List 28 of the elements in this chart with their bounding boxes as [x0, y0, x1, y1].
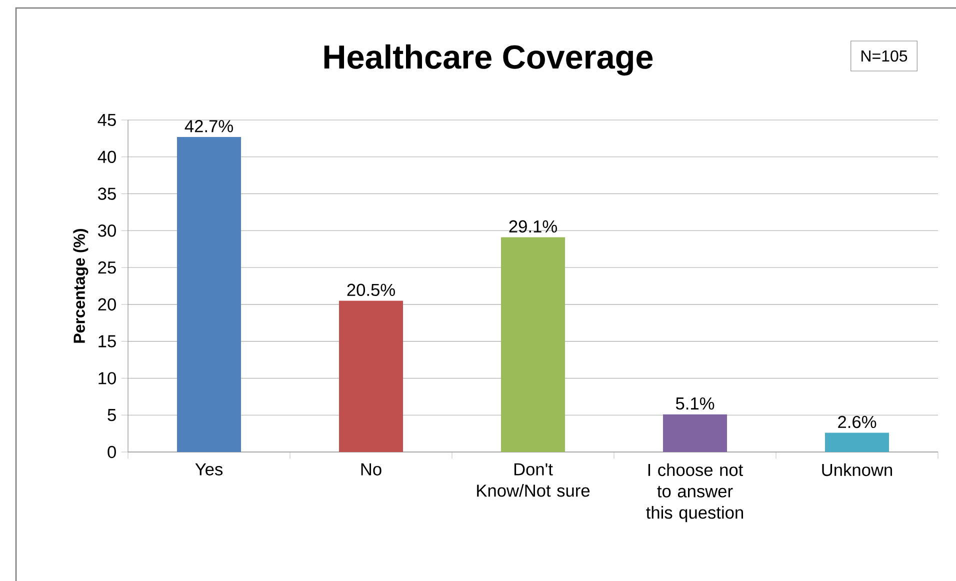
text: N=105	[862, 50, 908, 62]
y-axis-title: Percentage (%)	[73, 229, 88, 343]
y-tick-label: 5	[108, 409, 116, 422]
y-tick-label: 10	[98, 372, 116, 384]
y-tick-label: 0	[108, 446, 116, 458]
bar	[825, 432, 889, 452]
bar	[177, 136, 242, 452]
chart-title: Healthcare Coverage	[324, 44, 653, 76]
y-tick-label: 40	[98, 150, 116, 164]
x-tick-label: Don't Know/Not sure	[477, 463, 590, 497]
x-tick-label: No	[361, 463, 382, 476]
data-label: 20.5%	[347, 284, 395, 296]
data-label: 29.1%	[509, 220, 557, 233]
x-tick-label: Yes	[195, 463, 223, 476]
data-label: 5.1%	[676, 397, 714, 410]
y-tick-label: 25	[98, 261, 116, 274]
bar	[663, 414, 728, 452]
x-tick-label: I choose not to answer this question	[646, 463, 744, 522]
bar	[501, 237, 566, 452]
x-tick-label: Unknown	[822, 463, 892, 476]
y-tick-label: 20	[98, 298, 116, 311]
y-tick-label: 15	[98, 335, 116, 348]
y-tick-label: 30	[98, 224, 116, 237]
data-label: 2.6%	[838, 416, 876, 428]
data-label: 42.7%	[184, 120, 233, 132]
y-tick-label: 45	[98, 114, 116, 126]
bar	[339, 300, 404, 452]
y-tick-label: 35	[98, 188, 116, 200]
